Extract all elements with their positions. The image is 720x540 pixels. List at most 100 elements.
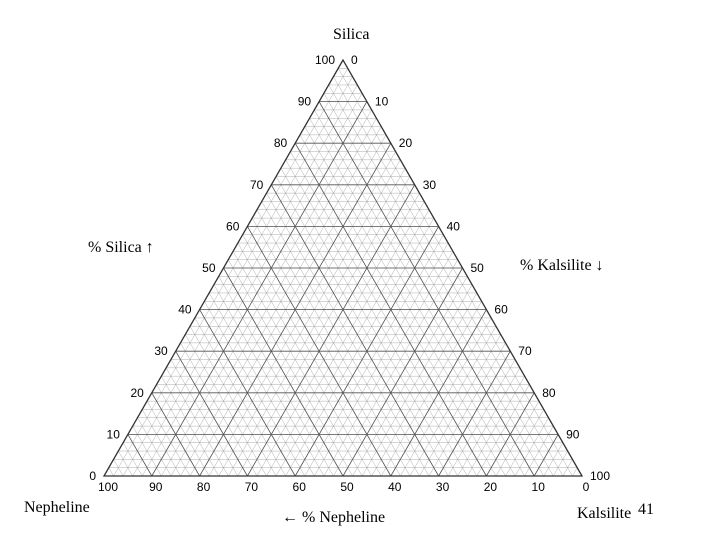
vertex-label-kalsilite: Kalsilite [577,505,631,522]
triangle-outline [102,58,584,477]
axis-title-silica: % Silica ↑ [88,239,154,256]
fine-grid-line [213,284,325,477]
fine-grid-line [113,68,348,477]
page-number: 41 [638,501,654,518]
bottom-tick-label: 20 [484,480,498,494]
fine-grid-line [338,68,573,477]
fine-grid-line [108,467,114,477]
major-grid-line [247,184,416,477]
left-tick-label: 100 [315,53,335,67]
fine-grid-line [118,450,133,477]
fine-grid-line [304,234,444,477]
fine-grid-line [146,401,191,477]
right-tick-label: 90 [566,427,580,441]
fine-grid-line [228,259,353,477]
axis-title-kalsilite: % Kalsilite ↓ [520,257,604,274]
fine-grid-line [180,342,258,477]
axis-title-nepheline: ← % Nepheline [282,509,385,526]
fine-grid [108,68,578,477]
left-tick-label: 40 [178,303,192,317]
fine-grid-line [204,301,305,477]
right-tick-label: 80 [542,386,556,400]
bottom-tick-label: 30 [436,480,450,494]
fine-grid-line [285,217,434,477]
major-grid-line [390,309,487,477]
fine-grid-line [448,359,516,477]
left-tick-label: 50 [202,261,216,275]
left-tick-label: 20 [130,386,144,400]
major-grid-line [175,351,248,477]
fine-grid-line [275,209,430,477]
fine-grid-line [122,442,143,477]
fine-grid-line [419,334,501,477]
major-grid-line [486,392,535,477]
fine-grid-line [252,217,401,477]
fine-grid-line [361,284,473,477]
vertex-label-silica: Silica [333,26,369,43]
bottom-tick-labels: 100 90 80 70 60 50 40 30 20 10 0 [98,480,590,494]
major-grid-line [318,101,535,477]
bottom-tick-label: 40 [388,480,402,494]
fine-grid-line [261,201,420,477]
right-tick-label: 50 [471,261,485,275]
major-grid-line [199,309,296,477]
right-tick-label: 60 [494,303,508,317]
bottom-tick-label: 90 [149,480,163,494]
major-grid-line [223,267,344,477]
left-tick-label: 90 [298,95,312,109]
major-grid-line [151,392,200,477]
fine-grid-line [333,259,458,477]
left-tick-label: 0 [89,469,96,483]
bottom-tick-label: 60 [293,480,307,494]
right-tick-label: 10 [375,95,389,109]
major-grid-line [533,434,559,477]
fine-grid-line [428,342,506,477]
fine-grid-line [209,151,396,477]
right-tick-label: 70 [518,344,532,358]
fine-grid-line [209,292,315,477]
fine-grid-line [194,317,286,477]
fine-grid-line [137,417,172,477]
fine-grid-line [228,168,406,477]
fine-grid-line [232,251,363,477]
right-tick-label: 0 [351,53,358,67]
fine-grid-line [400,317,492,477]
fine-grid-line [290,151,477,477]
fine-grid-line [543,442,564,477]
major-grid-line [151,101,368,477]
bottom-tick-label: 0 [583,480,590,494]
fine-grid-line [142,409,181,477]
left-tick-label: 70 [250,178,264,192]
major-grid-line [127,434,153,477]
fine-grid-line [189,134,387,477]
major-grid-line [438,351,511,477]
fine-grid-line [280,168,458,477]
fine-grid-line [113,459,124,477]
right-tick-labels: 0 10 20 30 40 50 60 70 80 90 100 [351,53,610,483]
fine-grid-line [299,134,497,477]
fine-grid-line [457,367,521,477]
fine-grid-line [170,118,377,477]
major-grid [127,101,559,477]
fine-grid-line [572,467,578,477]
fine-grid-line [562,459,573,477]
left-tick-label: 80 [274,136,288,150]
fine-grid-line [185,334,267,477]
vertex-label-nepheline: Nepheline [24,499,90,516]
fine-grid-line [495,401,540,477]
bottom-tick-label: 100 [98,480,118,494]
fine-grid-line [505,409,544,477]
bottom-tick-label: 70 [245,480,259,494]
fine-grid-line [170,359,238,477]
fine-grid-line [156,384,210,477]
fine-grid-line [132,84,358,477]
fine-grid-line [371,292,477,477]
bottom-tick-label: 50 [340,480,354,494]
left-tick-label: 30 [154,344,168,358]
bottom-tick-label: 10 [532,480,546,494]
left-tick-label: 60 [226,219,240,233]
fine-grid-line [256,209,411,477]
right-tick-label: 40 [447,219,461,233]
